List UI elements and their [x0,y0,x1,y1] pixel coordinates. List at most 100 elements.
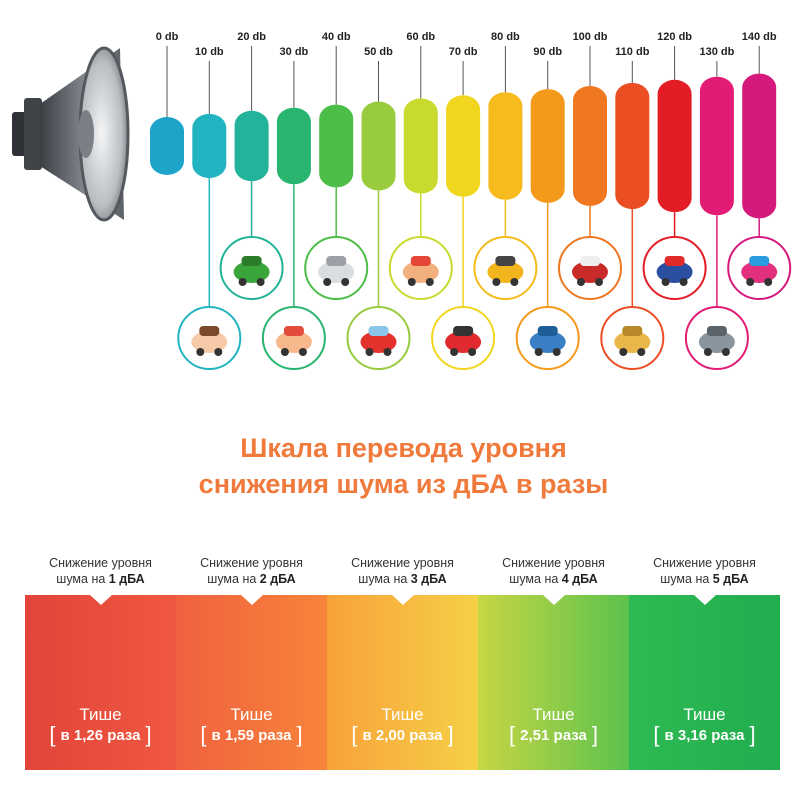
caption-pointer [391,595,414,605]
db-bar [192,113,227,179]
quieter-label: Тише [381,705,424,724]
times-value: [2,51 раза] [509,722,598,747]
db-label: 110 db [615,46,650,58]
db-label: 20 db [237,31,266,43]
police-car-icon [642,212,707,300]
quieter-label: Тише [683,705,726,724]
reduction-caption: Снижение уровня шума на 1 дБА [25,555,176,587]
db-label: 60 db [406,31,435,43]
db-level-120: 120 db [657,31,692,213]
db-level-90: 90 db [530,46,565,203]
talking-kids-icon [261,184,326,370]
caption-value: 5 дБА [712,572,749,586]
db-label: 140 db [742,31,777,43]
db-level-20: 20 db [234,31,269,182]
reduction-caption: Снижение уровня шума на 5 дБА [629,555,780,587]
caption-value: 1 дБА [108,572,145,586]
decibel-scale: 0 db 10 db 20 db 30 db 40 db 50 db 60 db 70 db 8… [12,31,792,370]
caption-line-1: Снижение уровня [49,556,152,570]
reduction-band-3: Снижение уровня шума на 3 дБА Тише[в 2,00 … [327,556,478,770]
db-bar [657,79,692,213]
caption-line-2: шума на 1 дБА [56,572,145,586]
caption-line-2: шума на 3 дБА [358,572,447,586]
db-level-30: 30 db [276,46,311,185]
reduction-table: Снижение уровня шума на 1 дБА Тише[в 1,26 … [25,556,780,770]
hair-dryer-icon [515,202,580,370]
caption-pointer [542,595,565,605]
quieter-label: Тише [532,705,575,724]
caption-value: 2 дБА [259,572,296,586]
caption-line-1: Снижение уровня [502,556,605,570]
caption-pointer [89,595,112,605]
title-line-1: Шкала перевода уровня [240,433,567,463]
umbrella-rain-icon [346,190,411,370]
helicopter-icon [558,206,622,300]
db-bar [488,92,523,200]
db-bar [276,107,311,185]
db-bar [403,98,438,194]
db-level-140: 140 db [742,31,777,219]
times-value: [в 1,59 раза] [200,722,303,747]
db-bar [446,95,481,197]
caption-line-2: шума на 2 дБА [207,572,296,586]
db-label: 0 db [156,31,179,43]
quieter-label: Тише [230,705,273,724]
db-level-130: 130 db [699,46,735,216]
truck-icon [473,199,538,300]
caption-pointer [693,595,716,605]
db-label: 100 db [573,31,608,43]
quieter-label: Тише [79,705,122,724]
reduction-band-2: Снижение уровня шума на 2 дБА Тише[в 1,59 … [176,556,327,770]
db-label: 50 db [364,46,393,58]
times-value: [в 1,26 раза] [49,722,152,747]
conversation-icon [388,193,453,300]
caption-pointer [240,595,263,605]
db-label: 130 db [699,46,734,58]
db-level-100: 100 db [573,31,608,206]
caption-value: 3 дБА [410,572,447,586]
caption-line-1: Снижение уровня [653,556,756,570]
caption-line-1: Снижение уровня [351,556,454,570]
db-bar [361,101,396,191]
db-level-40: 40 db [319,31,354,188]
db-bar [530,89,565,203]
db-level-0: 0 db [150,31,184,175]
db-label: 90 db [533,46,562,58]
db-label: 120 db [657,31,692,43]
db-bar [742,73,777,219]
reduction-band-4: Снижение уровня шума на 4 дБА Тише[2,51 ра… [478,556,629,770]
title-line-2: снижения шума из дБА в разы [198,469,609,499]
db-level-80: 80 db [488,31,523,200]
leaves-icon [219,181,284,300]
car-icon [431,196,496,370]
caption-line-2: шума на 5 дБА [660,572,749,586]
fireworks-icon [727,218,792,300]
chart-title: Шкала перевода уровня снижения шума из д… [0,430,807,502]
reduction-caption: Снижение уровня шума на 2 дБА [176,555,327,587]
db-level-10: 10 db [192,46,227,179]
whisper-icon [177,178,242,370]
times-value: [в 2,00 раза] [351,722,454,747]
db-bar [319,104,354,188]
db-label: 10 db [195,46,224,58]
db-level-60: 60 db [403,31,438,194]
loudspeaker-icon [12,46,130,222]
db-level-110: 110 db [615,46,650,210]
db-label: 40 db [322,31,351,43]
db-bar [150,117,184,175]
reduction-caption: Снижение уровня шума на 4 дБА [478,555,629,587]
caption-value: 4 дБА [561,572,598,586]
db-bar [573,86,607,206]
db-bar [615,82,650,210]
reduction-band-5: Снижение уровня шума на 5 дБА Тише[в 3,16 … [629,556,780,770]
db-label: 80 db [491,31,520,43]
refrigerator-icon [304,187,369,300]
jet-icon [684,215,749,370]
reduction-caption: Снижение уровня шума на 3 дБА [327,555,478,587]
caption-line-2: шума на 4 дБА [509,572,598,586]
db-level-70: 70 db [446,46,481,197]
times-value: [в 3,16 раза] [653,722,756,747]
trombone-icon [600,209,665,370]
db-bar [234,110,269,182]
db-level-50: 50 db [361,46,396,191]
